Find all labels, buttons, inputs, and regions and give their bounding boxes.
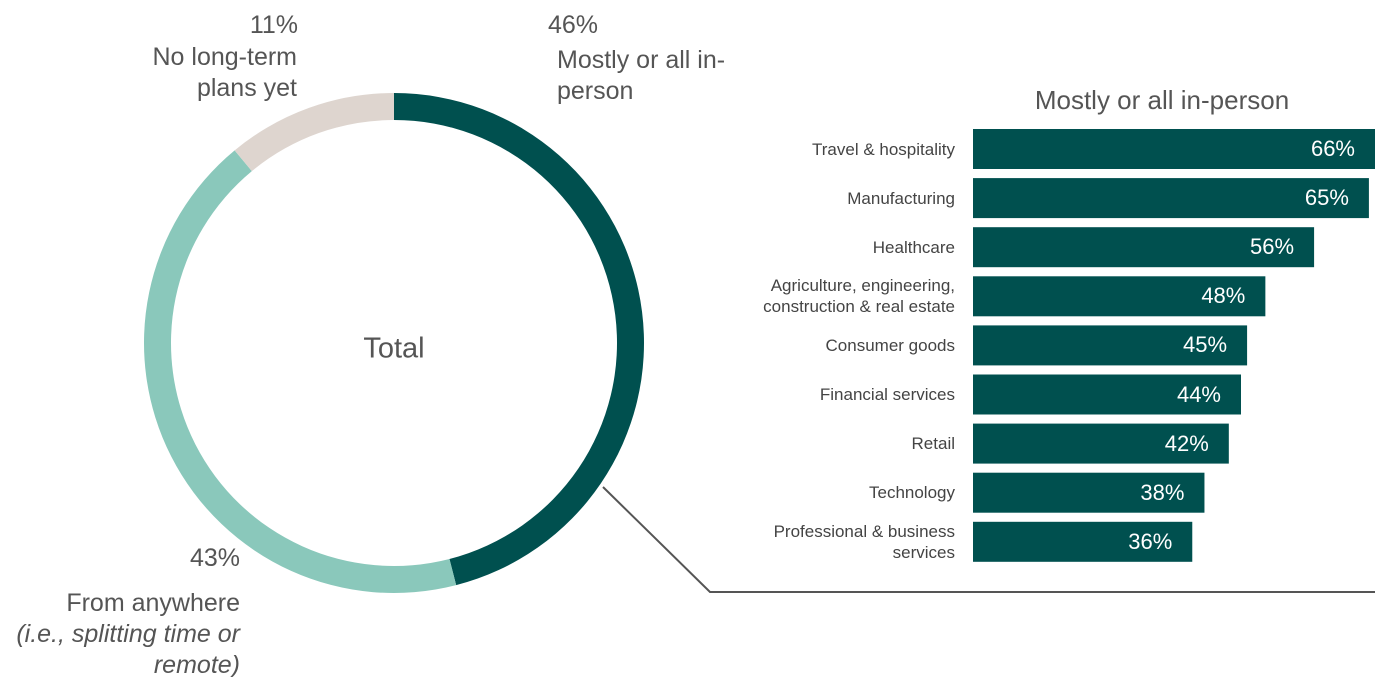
slice-value-label: 11% [249,11,298,39]
donut-slice [394,93,645,586]
donut-slice [234,93,394,172]
slice-note: (i.e., splitting time or remote) [16,620,240,677]
slice-label: No long-term plans yet [152,43,298,102]
category-label: Travel & hospitality [812,139,955,159]
bar-value-label: 45% [1183,332,1228,358]
category-label: Healthcare [872,237,955,257]
slice-value-label: 46% [548,11,599,39]
bar [973,227,1315,268]
bar-value-label: 48% [1201,283,1246,309]
connector [602,486,1375,593]
category-label: Retail [911,434,955,454]
slice-value-label: 43% [189,544,240,572]
bar [973,276,1266,317]
donut-slice [143,150,457,593]
bar-value-label: 38% [1140,479,1185,505]
bar-value-label: 65% [1304,185,1349,211]
bar-value-label: 36% [1128,528,1173,554]
bar-value-label: 56% [1250,234,1295,260]
category-label: Financial services [819,385,955,404]
slice-label: From anywhere [66,589,240,617]
bar [973,129,1375,169]
slice-label: Mostly or all in-person [557,46,726,105]
bar [973,521,1193,562]
category-label: Technology [868,483,955,503]
bar [973,325,1248,366]
bar-title: Mostly or all in-person [1035,85,1289,115]
bar [973,472,1205,513]
category-label: Manufacturing [847,188,955,208]
category-label: Agriculture, engineering, construction &… [763,276,955,317]
bar [973,423,1229,464]
bar [973,374,1241,415]
bar [973,178,1369,219]
bar-value-label: 66% [1310,136,1355,161]
bar-value-label: 42% [1164,430,1209,456]
category-label: Professional & business services [773,521,955,562]
category-label: Consumer goods [825,335,955,355]
donut-title: Total [363,333,424,365]
bar-value-label: 44% [1176,381,1221,407]
